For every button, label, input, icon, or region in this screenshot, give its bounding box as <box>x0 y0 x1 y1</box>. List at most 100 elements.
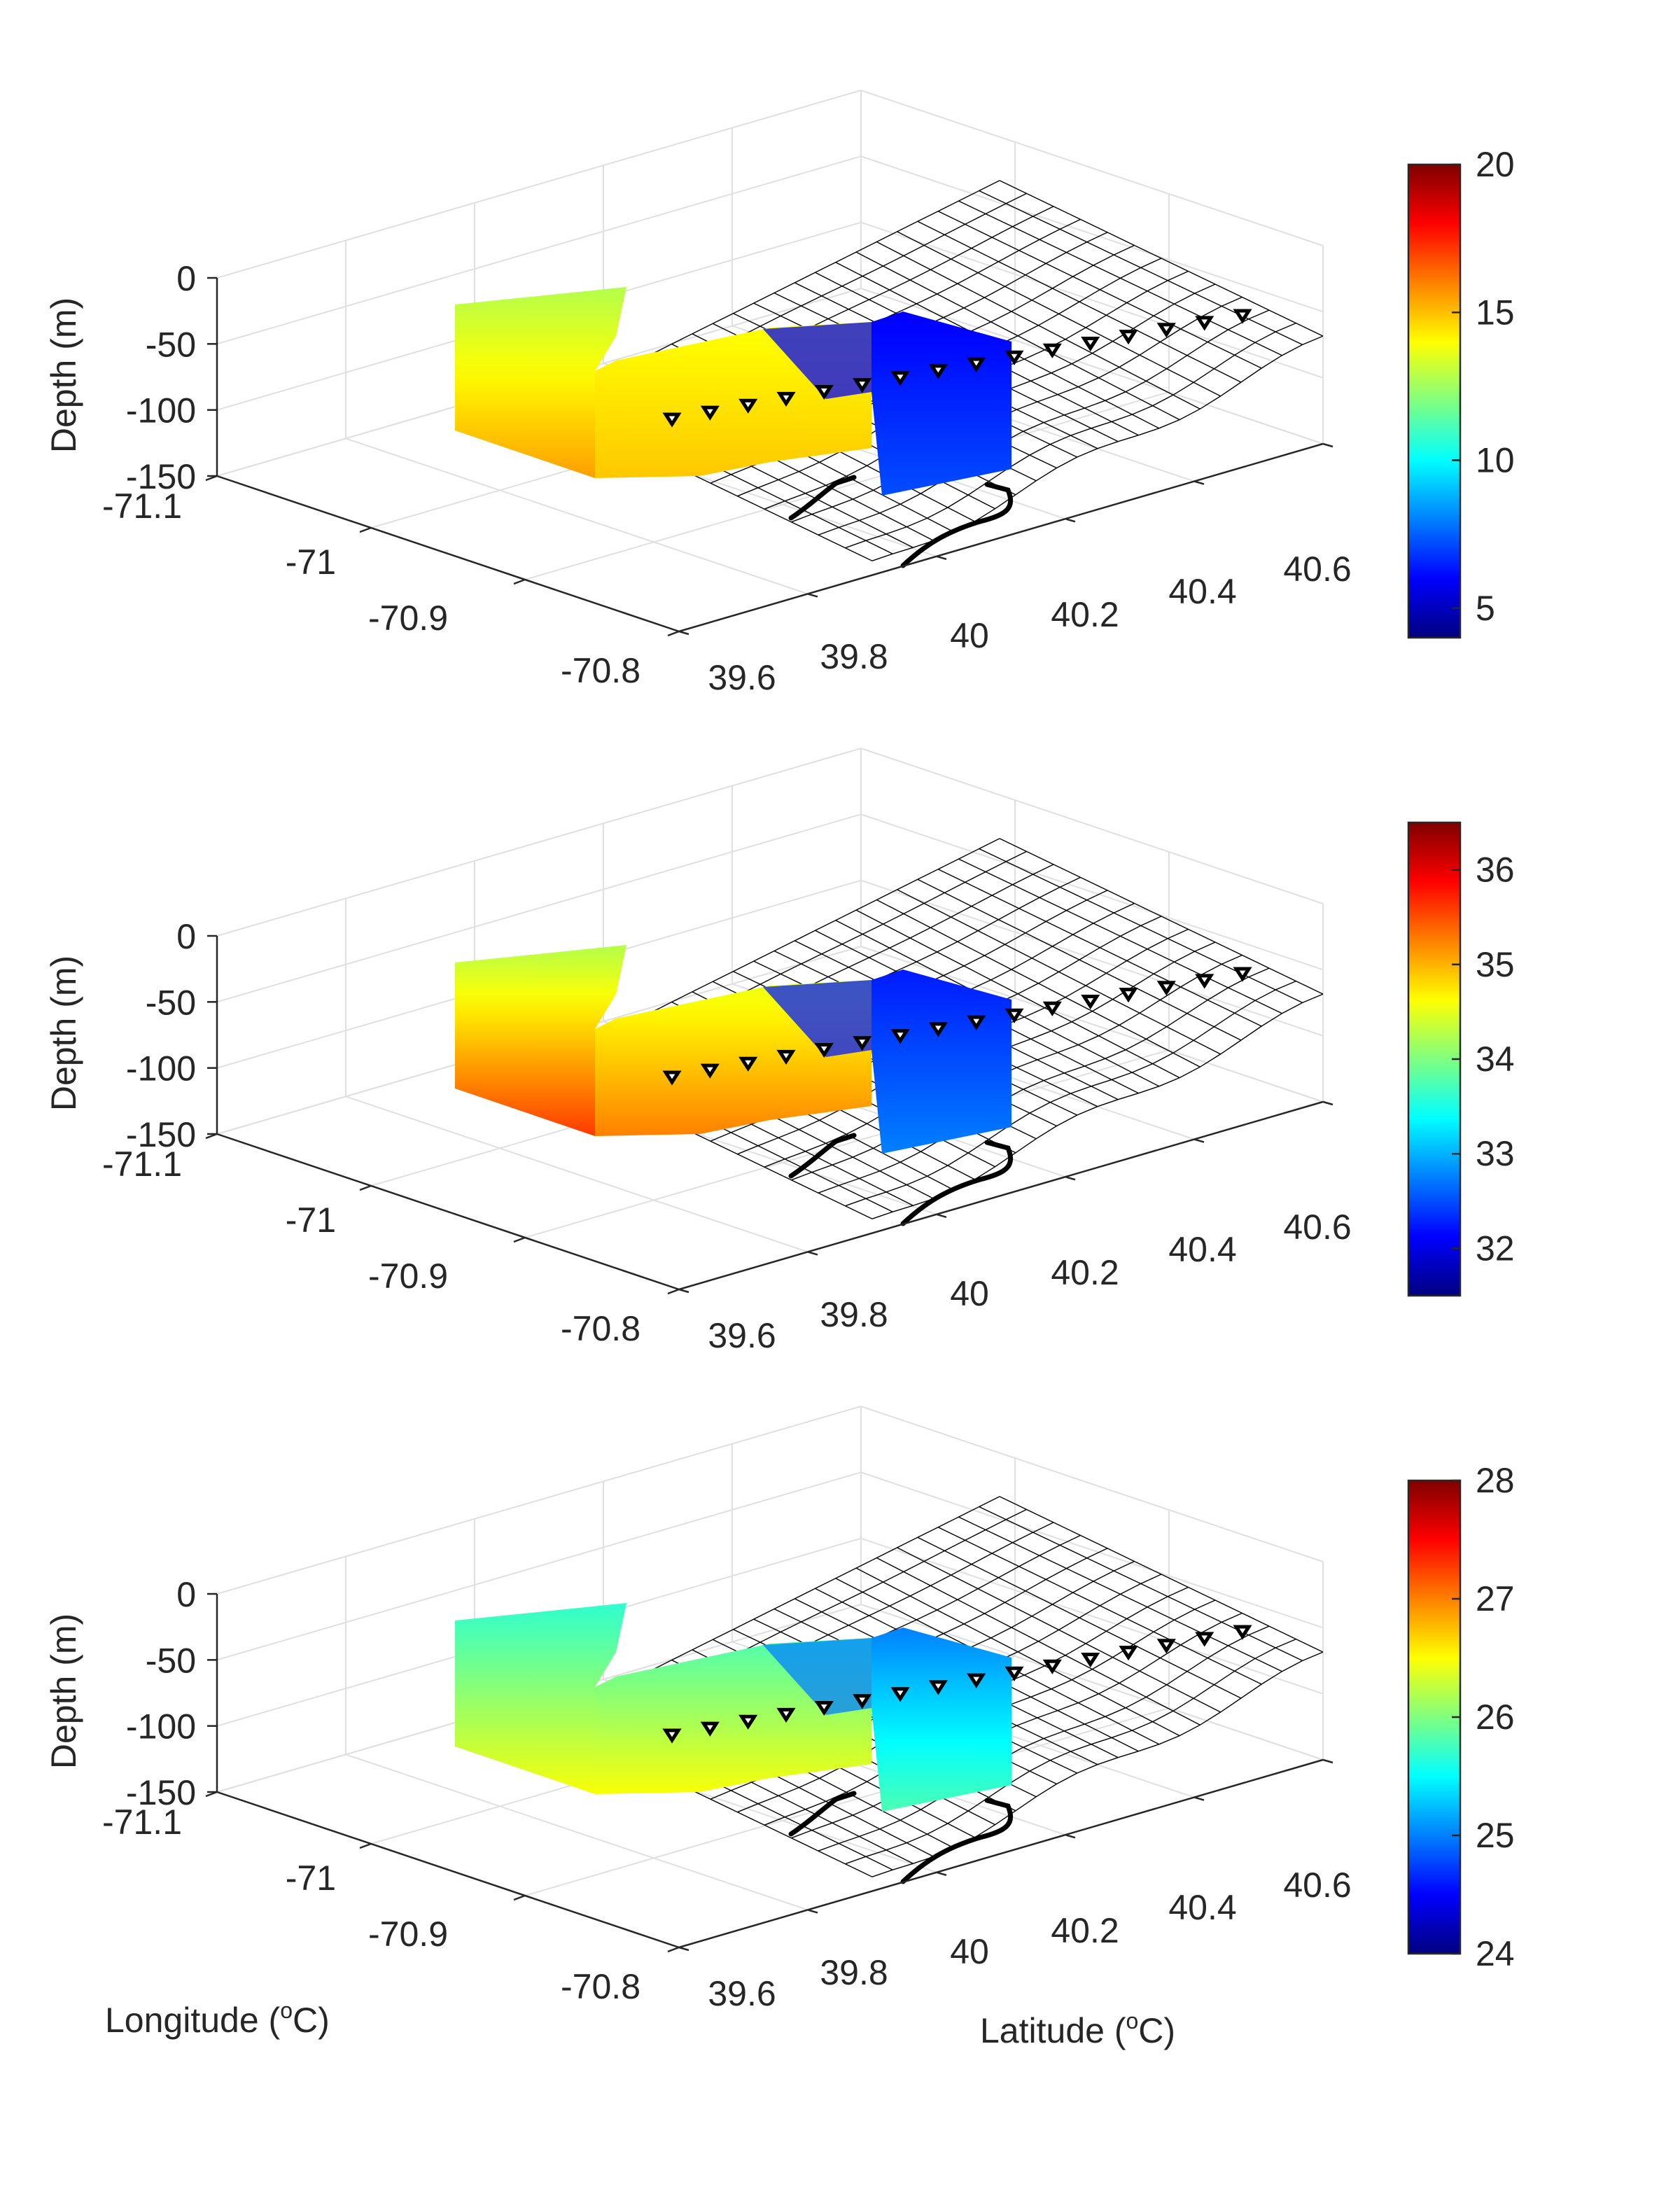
z-tick-label: 0 <box>176 1575 196 1614</box>
station-marker <box>662 412 682 428</box>
station-marker <box>928 1022 948 1037</box>
y-axis-label: Latitude (oC) <box>980 2008 1175 2050</box>
section-transition <box>763 322 872 399</box>
station-markers <box>662 309 1252 428</box>
isobath-curve <box>788 1133 857 1179</box>
station-marker <box>967 1673 986 1688</box>
y-tick <box>936 1871 947 1877</box>
station-marker <box>738 1714 758 1730</box>
x-tick <box>667 630 680 637</box>
y-tick <box>1065 1175 1076 1181</box>
y-axis-line <box>678 442 1324 633</box>
isobath-curve <box>788 475 857 521</box>
station-markers <box>662 967 1252 1086</box>
z-tick-label: -100 <box>126 391 196 430</box>
isobath-curve <box>900 1798 1014 1884</box>
station-marker <box>1156 1639 1176 1654</box>
section-east-fold <box>872 1628 1011 1812</box>
x-tick <box>513 578 526 585</box>
wireframe-line <box>818 309 1270 536</box>
station-marker <box>967 1015 986 1030</box>
station-marker <box>853 1694 872 1709</box>
y-tick <box>1322 442 1334 448</box>
colorbar-tick-label: 24 <box>1476 1934 1515 1973</box>
colorbar-tick-label: 5 <box>1476 589 1495 628</box>
panel-salinity: 0 -50 -100 -150-71.1 -71 -70.9 -70.8 39.6 39.8 40… <box>44 747 1515 1355</box>
grid-line-lon-floor <box>524 1049 1170 1238</box>
y-tick-label: 40.2 <box>1051 595 1119 634</box>
isobath-curves <box>788 475 1014 568</box>
colorbar <box>1407 821 1462 1297</box>
station-marker <box>1042 1659 1062 1674</box>
z-tick-label: 0 <box>176 259 196 298</box>
section-transition <box>763 1638 872 1715</box>
station-marker <box>1081 337 1100 352</box>
x-axis-label-main: Longitude ( <box>105 2001 281 2040</box>
x-tick <box>205 1133 218 1140</box>
x-tick-label: -70.8 <box>561 651 640 690</box>
y-axis-line <box>678 1100 1324 1291</box>
y-tick-label: 40 <box>950 1274 989 1313</box>
wireframe-line <box>845 980 1296 1207</box>
station-marker <box>1081 995 1100 1010</box>
station-marker <box>853 1036 872 1051</box>
y-tick-label: 39.6 <box>708 658 776 697</box>
grid-line-lat-floor <box>345 1096 808 1253</box>
colorbar-tick-label: 20 <box>1476 145 1515 184</box>
isobath-curves <box>788 1133 1014 1226</box>
station-marker <box>1119 330 1138 345</box>
y-tick <box>807 593 818 598</box>
wireframe-line <box>791 954 1242 1181</box>
y-tick-label: 40.6 <box>1283 1208 1351 1247</box>
colorbar-tick-label: 26 <box>1476 1698 1515 1737</box>
station-marker <box>700 1721 720 1737</box>
station-marker <box>1156 981 1176 996</box>
x-tick-label: -71.1 <box>102 486 182 526</box>
wireframe-line <box>845 1638 1296 1865</box>
wireframe-line <box>818 1625 1270 1851</box>
x-tick-label: -71 <box>286 1200 336 1240</box>
x-tick <box>513 1236 526 1243</box>
axis-lines <box>216 936 1324 1291</box>
wireframe-line <box>791 296 1242 523</box>
colorbar-tick-label: 25 <box>1476 1816 1515 1855</box>
panel-temperature: 0 -50 -100 -150-71.1 -71 -70.9 -70.8 39.6 39.8 40… <box>44 89 1515 697</box>
grid-line-lat-floor <box>345 1754 808 1911</box>
colorbar-tick-label: 27 <box>1476 1579 1515 1618</box>
panel-density: 0 -50 -100 -150-71.1 -71 -70.9 -70.8 39.6 39.8 40… <box>44 1405 1515 2013</box>
y-tick <box>678 630 690 636</box>
station-marker <box>700 405 720 421</box>
station-marker <box>890 1029 910 1044</box>
x-tick <box>205 475 218 482</box>
x-axis-label-tail: C) <box>293 2001 330 2040</box>
station-marker <box>776 1707 796 1723</box>
y-tick-label: 39.8 <box>820 1953 888 1992</box>
y-tick <box>807 1909 818 1914</box>
y-axis-line <box>678 1758 1324 1949</box>
station-marker <box>814 1043 834 1058</box>
station-marker <box>1119 1646 1138 1661</box>
y-tick-label: 39.8 <box>820 637 888 676</box>
station-marker <box>776 391 796 407</box>
colorbar-tick-label: 10 <box>1476 441 1515 480</box>
station-marker <box>1195 974 1214 989</box>
station-marker <box>1156 323 1176 338</box>
z-tick-label: -150 <box>126 457 196 496</box>
wireframe-line <box>818 967 1270 1194</box>
station-marker <box>928 364 948 379</box>
station-marker <box>1004 1666 1024 1681</box>
y-tick <box>1194 1138 1205 1143</box>
grid-line-depth <box>216 1471 1324 1661</box>
station-marker <box>662 1070 682 1086</box>
section-west-wing <box>455 945 626 1136</box>
y-tick-label: 39.8 <box>820 1295 888 1334</box>
x-tick <box>667 1288 680 1295</box>
x-tick-label: -71 <box>286 542 336 582</box>
station-marker <box>928 1680 948 1695</box>
y-tick <box>936 555 947 561</box>
y-tick <box>1065 1833 1076 1839</box>
station-marker <box>700 1063 720 1079</box>
z-axis-label: Depth (m) <box>44 1614 83 1769</box>
grid-line-depth <box>216 155 1324 345</box>
wireframe-line <box>791 1612 1242 1839</box>
